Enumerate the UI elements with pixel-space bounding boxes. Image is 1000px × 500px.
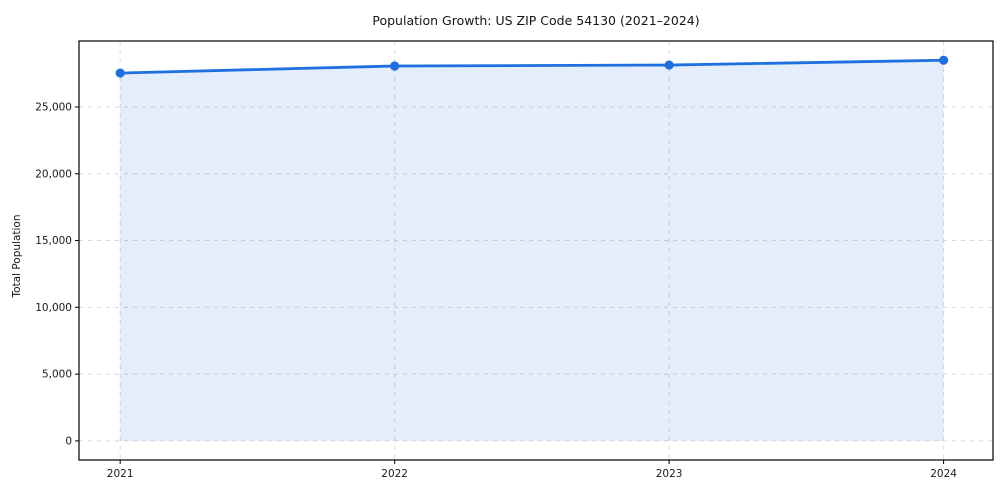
data-point (115, 68, 125, 78)
axes-spines (78, 40, 994, 461)
y-tick-label: 10,000 (35, 302, 72, 314)
data-point (938, 55, 949, 65)
x-tick-label: 2023 (656, 468, 683, 480)
y-tick-label: 20,000 (35, 168, 72, 180)
x-tick-label: 2021 (107, 468, 134, 480)
y-tick-label: 0 (65, 435, 72, 447)
chart-title: Population Growth: US ZIP Code 54130 (20… (372, 13, 700, 28)
x-tick-label: 2022 (381, 468, 408, 480)
data-point (390, 61, 400, 71)
data-point (664, 60, 674, 70)
x-tick-label: 2024 (930, 468, 957, 480)
area-fill (120, 60, 944, 441)
series-line (118, 58, 945, 75)
y-tick-label: 25,000 (35, 101, 72, 113)
y-tick-label: 15,000 (35, 235, 72, 247)
y-tick-label: 5,000 (42, 369, 72, 381)
